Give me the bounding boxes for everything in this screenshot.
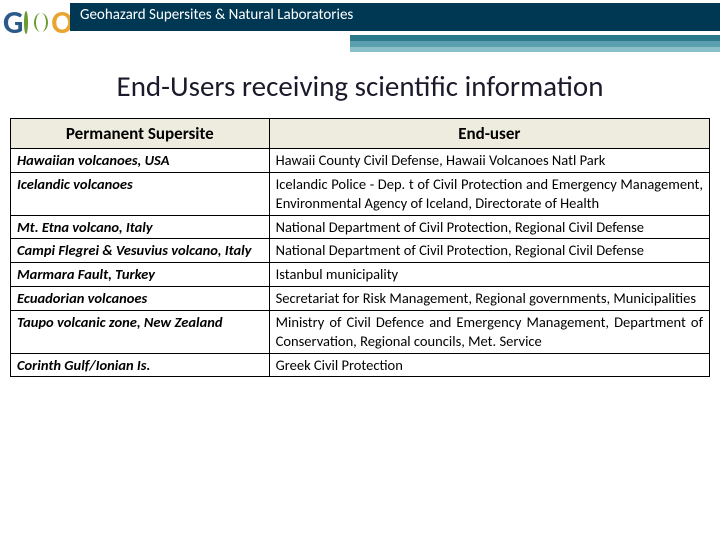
table-row: Taupo volcanic zone, New ZealandMinistry…	[11, 310, 710, 353]
cell-enduser: Istanbul municipality	[269, 263, 709, 287]
table-row: Mt. Etna volcano, ItalyNational Departme…	[11, 215, 710, 239]
table-row: Marmara Fault, TurkeyIstanbul municipali…	[11, 263, 710, 287]
cell-supersite: Campi Flegrei & Vesuvius volcano, Italy	[11, 239, 270, 263]
col-header-enduser: End-user	[269, 119, 709, 149]
cell-enduser: Secretariat for Risk Management, Regiona…	[269, 287, 709, 311]
header-title: Geohazard Supersites & Natural Laborator…	[70, 3, 720, 27]
table-row: Campi Flegrei & Vesuvius volcano, ItalyN…	[11, 239, 710, 263]
cell-enduser: Ministry of Civil Defence and Emergency …	[269, 310, 709, 353]
supersite-table: Permanent Supersite End-user Hawaiian vo…	[10, 118, 710, 377]
header: G O Geohazard Supersites & Natural Labor…	[0, 0, 720, 58]
table-header-row: Permanent Supersite End-user	[11, 119, 710, 149]
cell-enduser: Greek Civil Protection	[269, 353, 709, 377]
col-header-supersite: Permanent Supersite	[11, 119, 270, 149]
cell-enduser: National Department of Civil Protection,…	[269, 239, 709, 263]
table-row: Corinth Gulf/Ionian Is.Greek Civil Prote…	[11, 353, 710, 377]
page-title: End-Users receiving scientific informati…	[0, 68, 720, 104]
cell-supersite: Hawaiian volcanoes, USA	[11, 149, 270, 173]
cell-supersite: Corinth Gulf/Ionian Is.	[11, 353, 270, 377]
cell-enduser: Hawaii County Civil Defense, Hawaii Volc…	[269, 149, 709, 173]
cell-supersite: Icelandic volcanoes	[11, 172, 270, 215]
cell-supersite: Mt. Etna volcano, Italy	[11, 215, 270, 239]
globe-icon	[24, 13, 50, 39]
cell-supersite: Ecuadorian volcanoes	[11, 287, 270, 311]
table-row: Ecuadorian volcanoesSecretariat for Risk…	[11, 287, 710, 311]
cell-supersite: Taupo volcanic zone, New Zealand	[11, 310, 270, 353]
table-row: Hawaiian volcanoes, USAHawaii County Civ…	[11, 149, 710, 173]
table-row: Icelandic volcanoesIcelandic Police - De…	[11, 172, 710, 215]
cell-supersite: Marmara Fault, Turkey	[11, 263, 270, 287]
geo-logo: G O	[3, 3, 73, 42]
logo-letter-g: G	[3, 3, 23, 42]
cell-enduser: Icelandic Police - Dep. t of Civil Prote…	[269, 172, 709, 215]
cell-enduser: National Department of Civil Protection,…	[269, 215, 709, 239]
